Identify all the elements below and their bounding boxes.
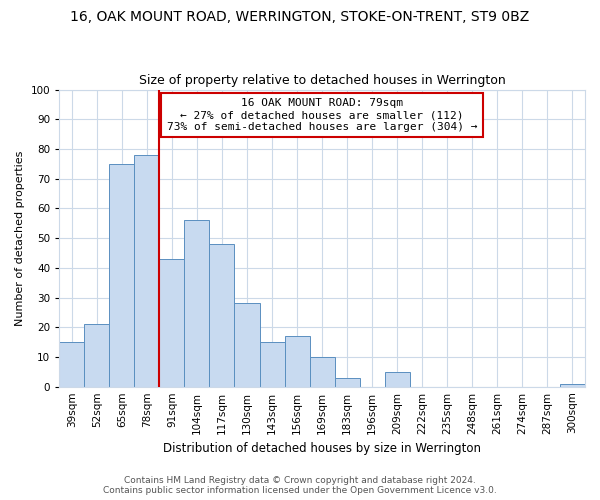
Bar — [560, 384, 585, 386]
Bar — [284, 336, 310, 386]
Bar — [209, 244, 235, 386]
Text: Contains HM Land Registry data © Crown copyright and database right 2024.: Contains HM Land Registry data © Crown c… — [124, 476, 476, 485]
Bar — [109, 164, 134, 386]
Text: Contains public sector information licensed under the Open Government Licence v3: Contains public sector information licen… — [103, 486, 497, 495]
Bar — [235, 304, 260, 386]
Bar — [260, 342, 284, 386]
Bar — [84, 324, 109, 386]
Bar — [59, 342, 84, 386]
Bar — [310, 357, 335, 386]
Text: 16, OAK MOUNT ROAD, WERRINGTON, STOKE-ON-TRENT, ST9 0BZ: 16, OAK MOUNT ROAD, WERRINGTON, STOKE-ON… — [70, 10, 530, 24]
Y-axis label: Number of detached properties: Number of detached properties — [15, 150, 25, 326]
Bar — [184, 220, 209, 386]
Bar — [335, 378, 359, 386]
Text: 16 OAK MOUNT ROAD: 79sqm
← 27% of detached houses are smaller (112)
73% of semi-: 16 OAK MOUNT ROAD: 79sqm ← 27% of detach… — [167, 98, 478, 132]
Bar — [160, 259, 184, 386]
Bar — [134, 155, 160, 386]
Bar — [385, 372, 410, 386]
X-axis label: Distribution of detached houses by size in Werrington: Distribution of detached houses by size … — [163, 442, 481, 455]
Title: Size of property relative to detached houses in Werrington: Size of property relative to detached ho… — [139, 74, 505, 87]
